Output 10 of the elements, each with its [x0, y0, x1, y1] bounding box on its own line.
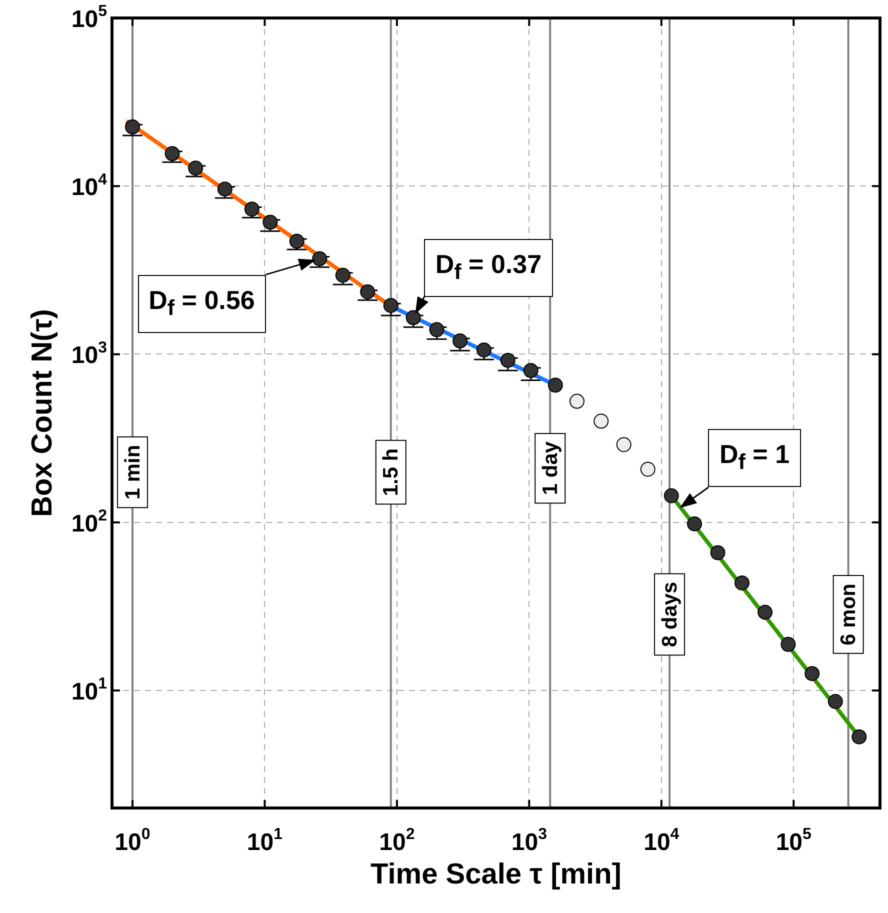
- ref-line-label: 1.5 h: [380, 448, 403, 496]
- annotation: D$_{f}$ = 0.37: [424, 238, 553, 297]
- ref-line-label: 8 days: [658, 582, 682, 648]
- y-axis-title: Box Count N(τ): [26, 309, 58, 517]
- ref-line-label: 1 day: [538, 441, 562, 496]
- annotation: D$_{f}$ = 1: [708, 429, 801, 488]
- x-axis-title: Time Scale τ [min]: [370, 858, 622, 891]
- ref-line-label: 6 mon: [837, 584, 860, 646]
- ref-line-label: 1 min: [121, 444, 144, 500]
- annotation: D$_{f}$ = 0.56: [138, 274, 266, 333]
